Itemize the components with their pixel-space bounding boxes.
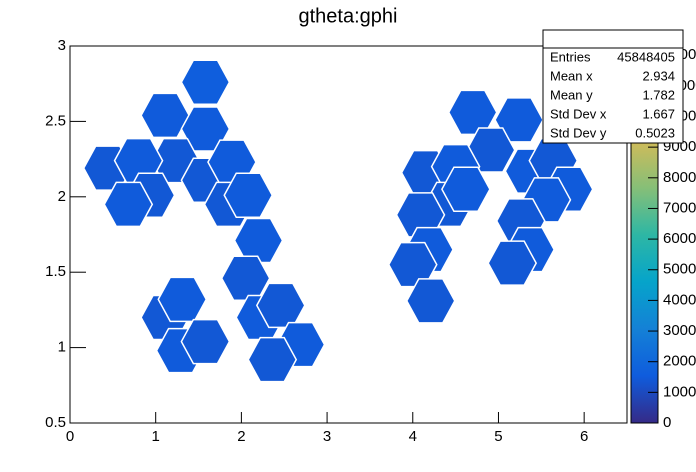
z-tick-label: 0 xyxy=(663,414,671,431)
z-tick-label: 5000 xyxy=(663,261,696,278)
stats-value: 45848405 xyxy=(617,49,675,64)
stats-value: 1.782 xyxy=(642,87,675,102)
heatmap-cell xyxy=(247,336,298,383)
z-tick-label: 7000 xyxy=(663,199,696,216)
x-tick-label: 5 xyxy=(494,428,502,445)
stats-label: Std Dev x xyxy=(550,106,607,121)
y-tick-label: 1.5 xyxy=(45,263,66,280)
heatmap-cell xyxy=(220,255,271,301)
heatmap-cell xyxy=(405,278,456,324)
x-tick-label: 0 xyxy=(66,428,74,445)
heatmap-cell xyxy=(255,282,306,329)
x-tick-label: 2 xyxy=(237,428,245,445)
stats-label: Mean y xyxy=(550,87,593,102)
heatmap-cell xyxy=(387,241,438,288)
z-tick-label: 4000 xyxy=(663,291,696,308)
stats-frame xyxy=(542,29,684,144)
z-tick-label: 1000 xyxy=(663,383,696,400)
stats-value: 1.667 xyxy=(642,106,675,121)
x-tick-label: 1 xyxy=(152,428,160,445)
y-tick-label: 3 xyxy=(58,37,66,54)
heatmap-cell xyxy=(180,318,231,365)
stats-value: 2.934 xyxy=(642,68,675,83)
z-tick-label: 6000 xyxy=(663,230,696,247)
stats-label: Entries xyxy=(550,49,591,64)
y-tick-label: 2.5 xyxy=(45,112,66,129)
chart-title: gtheta:gphi xyxy=(299,5,398,27)
y-tick-label: 0.5 xyxy=(45,414,66,431)
heatmap-cell xyxy=(103,181,154,228)
z-tick-label: 3000 xyxy=(663,322,696,339)
heatmap-cell xyxy=(223,172,274,219)
heatmap-cell xyxy=(487,240,538,286)
z-tick-label: 8000 xyxy=(663,169,696,186)
stats-value: 0.5023 xyxy=(635,125,675,140)
stats-box: Entries 45848405 Mean x 2.934 Mean y 1.782 Std… xyxy=(542,29,684,144)
y-tick-label: 1 xyxy=(58,339,66,356)
heatmap-cell xyxy=(447,89,498,136)
heatmap-cell xyxy=(441,166,491,213)
heatmap-cell xyxy=(395,192,446,238)
stats-label: Std Dev y xyxy=(550,125,607,140)
y-tick-label: 2 xyxy=(58,188,66,205)
x-tick-label: 6 xyxy=(580,428,588,445)
x-tick-label: 3 xyxy=(323,428,331,445)
stats-label: Mean x xyxy=(550,68,593,83)
heatmap-cell xyxy=(180,59,231,105)
heatmap-cell xyxy=(157,276,208,323)
x-tick-label: 4 xyxy=(409,428,417,445)
z-tick-label: 2000 xyxy=(663,353,696,370)
